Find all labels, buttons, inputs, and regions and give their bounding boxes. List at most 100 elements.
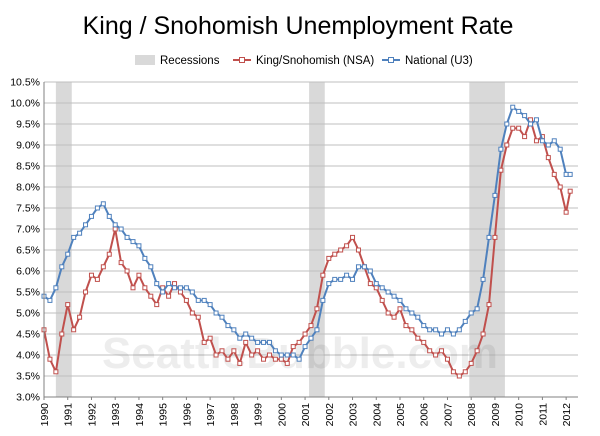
y-tick-label-4: 5.0% [16, 308, 40, 320]
data-point-king-snohomish-nsa-47 [320, 272, 326, 278]
y-tick-label-14: 10.0% [10, 98, 40, 110]
data-point-king-snohomish-nsa-89 [567, 188, 573, 194]
data-point-king-snohomish-nsa-17 [142, 285, 148, 291]
data-point-king-snohomish-nsa-70 [456, 373, 462, 379]
x-tick-label-3: 1993 [110, 403, 122, 427]
data-point-king-snohomish-nsa-33 [237, 360, 243, 366]
data-point-king-snohomish-nsa-43 [296, 339, 302, 345]
data-point-national-u3-76 [492, 192, 498, 198]
data-point-national-u3-38 [266, 339, 272, 345]
data-point-king-snohomish-nsa-69 [450, 369, 456, 375]
data-point-king-snohomish-nsa-87 [557, 184, 563, 190]
series-lines [41, 104, 573, 379]
data-point-national-u3-37 [261, 339, 267, 345]
data-point-national-u3-89 [567, 171, 573, 177]
data-point-king-snohomish-nsa-50 [338, 247, 344, 253]
data-point-king-snohomish-nsa-32 [231, 348, 237, 354]
data-point-national-u3-46 [314, 327, 320, 333]
data-point-national-u3-58 [385, 289, 391, 295]
data-point-king-snohomish-nsa-85 [545, 155, 551, 161]
data-point-national-u3-40 [278, 352, 284, 358]
data-point-king-snohomish-nsa-10 [100, 264, 106, 270]
data-point-king-snohomish-nsa-41 [284, 360, 290, 366]
data-point-king-snohomish-nsa-86 [551, 171, 557, 177]
x-tick-label-18: 2008 [466, 403, 478, 427]
data-point-national-u3-16 [136, 243, 142, 249]
data-point-national-u3-51 [344, 272, 350, 278]
series-national-u3 [41, 104, 573, 362]
data-point-national-u3-29 [213, 310, 219, 316]
y-tick-label-9: 7.5% [16, 203, 40, 215]
data-point-national-u3-62 [409, 310, 415, 316]
legend-label-national: National (U3) [405, 55, 473, 67]
data-point-national-u3-47 [320, 297, 326, 303]
data-point-king-snohomish-nsa-27 [201, 339, 207, 345]
data-point-national-u3-13 [118, 226, 124, 232]
data-point-king-snohomish-nsa-74 [480, 331, 486, 337]
legend-swatch-recessions [135, 55, 155, 65]
data-point-king-snohomish-nsa-22 [172, 281, 178, 287]
data-point-king-snohomish-nsa-23 [177, 289, 183, 295]
legend: Recessions King/Snohomish (NSA) National… [135, 55, 473, 67]
data-point-king-snohomish-nsa-8 [88, 272, 94, 278]
data-point-national-u3-17 [142, 255, 148, 261]
data-point-national-u3-50 [338, 276, 344, 282]
x-tick-label-5: 1995 [158, 403, 170, 427]
data-point-national-u3-70 [456, 327, 462, 333]
data-point-king-snohomish-nsa-15 [130, 285, 136, 291]
data-point-king-snohomish-nsa-5 [71, 327, 77, 333]
data-point-king-snohomish-nsa-80 [516, 125, 522, 131]
data-point-national-u3-3 [59, 264, 65, 270]
data-point-national-u3-14 [124, 234, 130, 240]
data-point-national-u3-66 [433, 327, 439, 333]
data-point-national-u3-7 [83, 222, 89, 228]
data-point-king-snohomish-nsa-25 [189, 310, 195, 316]
y-tick-label-8: 7.0% [16, 224, 40, 236]
data-point-king-snohomish-nsa-73 [474, 348, 480, 354]
data-point-king-snohomish-nsa-4 [65, 302, 71, 308]
data-point-national-u3-23 [177, 285, 183, 291]
recession-band-1 [55, 82, 72, 397]
data-point-national-u3-42 [290, 352, 296, 358]
x-tick-label-8: 1998 [229, 403, 241, 427]
data-point-king-snohomish-nsa-34 [243, 339, 249, 345]
data-point-national-u3-56 [373, 281, 379, 287]
data-point-national-u3-35 [249, 335, 255, 341]
data-point-national-u3-84 [539, 138, 545, 144]
data-point-national-u3-53 [355, 264, 361, 270]
data-point-national-u3-72 [468, 310, 474, 316]
data-point-national-u3-8 [88, 213, 94, 219]
data-point-king-snohomish-nsa-51 [344, 243, 350, 249]
y-tick-label-12: 9.0% [16, 140, 40, 152]
data-point-national-u3-85 [545, 142, 551, 148]
data-point-national-u3-6 [77, 230, 83, 236]
data-point-king-snohomish-nsa-13 [118, 260, 124, 266]
y-tick-label-2: 4.0% [16, 350, 40, 362]
data-point-king-snohomish-nsa-6 [77, 314, 83, 320]
data-point-national-u3-4 [65, 251, 71, 257]
data-point-national-u3-48 [326, 281, 332, 287]
data-point-king-snohomish-nsa-49 [332, 251, 338, 257]
data-point-king-snohomish-nsa-2 [53, 369, 59, 375]
data-point-king-snohomish-nsa-79 [510, 125, 516, 131]
data-point-king-snohomish-nsa-19 [154, 302, 160, 308]
data-point-king-snohomish-nsa-28 [207, 335, 213, 341]
data-point-king-snohomish-nsa-88 [563, 209, 569, 215]
data-point-king-snohomish-nsa-58 [385, 310, 391, 316]
y-tick-label-5: 5.5% [16, 287, 40, 299]
data-point-king-snohomish-nsa-26 [195, 314, 201, 320]
data-point-national-u3-79 [510, 104, 516, 110]
data-point-national-u3-68 [444, 327, 450, 333]
data-point-king-snohomish-nsa-77 [498, 167, 504, 173]
data-point-king-snohomish-nsa-56 [373, 285, 379, 291]
data-point-national-u3-34 [243, 331, 249, 337]
data-point-national-u3-60 [397, 297, 403, 303]
data-point-national-u3-11 [106, 213, 112, 219]
data-point-king-snohomish-nsa-7 [83, 289, 89, 295]
data-point-king-snohomish-nsa-78 [504, 142, 510, 148]
data-point-national-u3-22 [172, 285, 178, 291]
gridlines [44, 81, 578, 398]
data-point-national-u3-26 [195, 297, 201, 303]
data-point-national-u3-49 [332, 276, 338, 282]
